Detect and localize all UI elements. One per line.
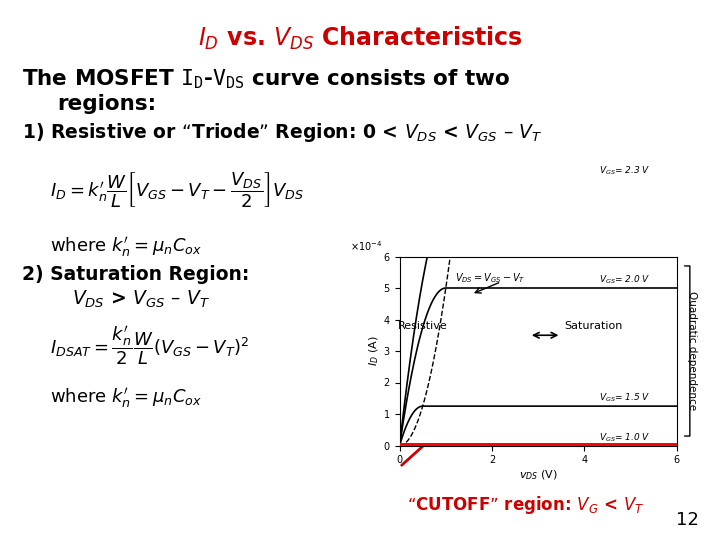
Text: 2) Saturation Region:: 2) Saturation Region: bbox=[22, 265, 249, 284]
Text: $V_{GS}$= 1.5 V: $V_{GS}$= 1.5 V bbox=[599, 392, 651, 404]
Text: Quadratic dependence: Quadratic dependence bbox=[687, 292, 697, 410]
X-axis label: $v_{DS}$ (V): $v_{DS}$ (V) bbox=[519, 468, 557, 482]
Text: 1) Resistive or “Triode” Region: 0 < $V_{DS}$ < $V_{GS}$ – $V_T$: 1) Resistive or “Triode” Region: 0 < $V_… bbox=[22, 122, 542, 145]
Text: 12: 12 bbox=[675, 511, 698, 529]
Text: $V_{GS}$= 1.0 V: $V_{GS}$= 1.0 V bbox=[599, 431, 651, 444]
Text: regions:: regions: bbox=[58, 94, 157, 114]
Y-axis label: $I_D$ (A): $I_D$ (A) bbox=[367, 336, 381, 366]
Text: “CUTOFF” region: $V_G$ < $V_T$: “CUTOFF” region: $V_G$ < $V_T$ bbox=[407, 494, 644, 516]
Text: $V_{DS}$ > $V_{GS}$ – $V_T$: $V_{DS}$ > $V_{GS}$ – $V_T$ bbox=[72, 289, 210, 310]
Text: where $k_n^\prime = \mu_n C_{ox}$: where $k_n^\prime = \mu_n C_{ox}$ bbox=[50, 235, 202, 259]
Text: $I_{DSAT} = \dfrac{k_n^\prime}{2} \dfrac{W}{L}\left(V_{GS} - V_T\right)^2$: $I_{DSAT} = \dfrac{k_n^\prime}{2} \dfrac… bbox=[50, 324, 250, 367]
Text: $V_{GS}$= 2.3 V: $V_{GS}$= 2.3 V bbox=[599, 165, 651, 178]
Text: Resistive: Resistive bbox=[398, 321, 448, 331]
Text: $\times 10^{-4}$: $\times 10^{-4}$ bbox=[350, 239, 382, 253]
Text: Saturation: Saturation bbox=[564, 321, 623, 331]
Text: The MOSFET $\mathtt{I_D}$-$\mathtt{V_{DS}}$ curve consists of two: The MOSFET $\mathtt{I_D}$-$\mathtt{V_{DS… bbox=[22, 68, 510, 91]
Text: $V_{GS}$= 2.0 V: $V_{GS}$= 2.0 V bbox=[599, 274, 651, 286]
Text: $I_D = k_n^\prime \dfrac{W}{L}\left[V_{GS} - V_T - \dfrac{V_{DS}}{2}\right]V_{DS: $I_D = k_n^\prime \dfrac{W}{L}\left[V_{G… bbox=[50, 170, 304, 209]
Text: $V_{DS} = V_{GS}-V_T$: $V_{DS} = V_{GS}-V_T$ bbox=[455, 272, 526, 286]
Text: $I_D$ vs. $V_{DS}$ Characteristics: $I_D$ vs. $V_{DS}$ Characteristics bbox=[197, 24, 523, 51]
Text: where $k_n^\prime = \mu_n C_{ox}$: where $k_n^\prime = \mu_n C_{ox}$ bbox=[50, 386, 202, 410]
